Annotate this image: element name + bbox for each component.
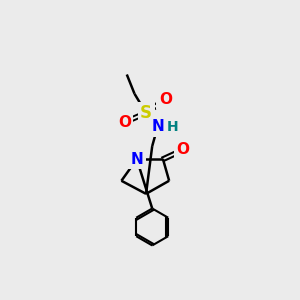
Text: O: O — [176, 142, 190, 158]
Text: S: S — [140, 104, 152, 122]
Text: N: N — [130, 152, 143, 167]
Text: O: O — [118, 115, 131, 130]
Text: H: H — [167, 120, 179, 134]
Text: N: N — [151, 119, 164, 134]
Text: O: O — [159, 92, 172, 106]
